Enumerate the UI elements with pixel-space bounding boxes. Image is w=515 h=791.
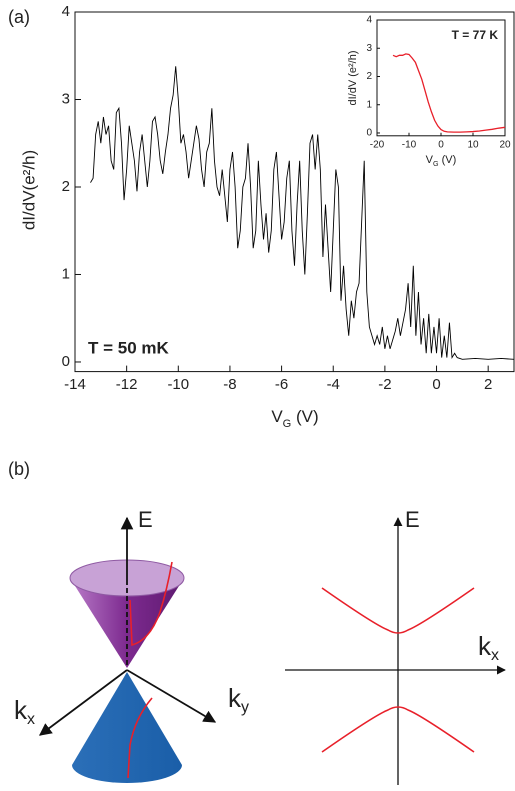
x-axis-label-part: (V) [291,407,318,426]
y-tick-label: 0 [62,353,70,370]
x-tick-label: -10 [402,139,417,150]
y-tick-label: 1 [366,99,372,110]
x-axis-label-part: V [271,407,283,426]
y-tick-label: 4 [366,15,372,26]
x-tick-label: 2 [484,376,492,393]
x-tick-label: -8 [223,376,236,393]
x-tick-label: -14 [64,376,86,393]
x-axis-label: VG (V) [426,154,457,168]
y-axis-label: dI/dV (e²/h) [347,50,359,105]
x-tick-label: -10 [167,376,189,393]
y-axis-label: dI/dV(e²/h) [19,150,38,230]
x-tick-label: -12 [116,376,138,393]
panel-label: (a) [8,7,30,27]
y-tick-label: 2 [62,178,70,195]
x-tick-label: 0 [432,376,440,393]
x-tick-label: -6 [275,376,288,393]
plot-frame [74,11,515,373]
plot-frame [376,19,506,137]
x-axis-label: VG (V) [271,407,318,429]
x-tick-label: -2 [378,376,391,393]
axis-label: kx [14,695,35,728]
band-diagram [285,517,506,785]
panel-label: (b) [8,459,30,479]
dirac-cone [38,516,217,783]
x-tick-label: 20 [499,139,511,150]
axis-label: ky [228,683,249,716]
x-tick-label: -4 [327,376,340,393]
y-tick-label: 3 [366,43,372,54]
axis-label: E [405,507,420,532]
annotation: T = 77 K [452,28,499,42]
y-tick-label: 0 [366,128,372,139]
x-axis-label-sub: G [433,160,439,168]
annotation: T = 50 mK [88,338,170,357]
data-line [392,53,506,133]
data-line [90,66,515,360]
axis-label: E [138,507,153,532]
y-tick-label: 2 [366,71,372,82]
y-tick-label: 4 [62,3,70,20]
x-axis-label-part: (V) [439,154,457,166]
x-axis-label-sub: G [283,418,292,430]
x-tick-label: 0 [438,139,444,150]
y-tick-label: 3 [62,90,70,107]
y-tick-label: 1 [62,265,70,282]
axis-label: kx [478,631,499,664]
x-tick-label: -20 [370,139,385,150]
x-tick-label: 10 [467,139,479,150]
x-axis-label-part: V [426,154,434,166]
